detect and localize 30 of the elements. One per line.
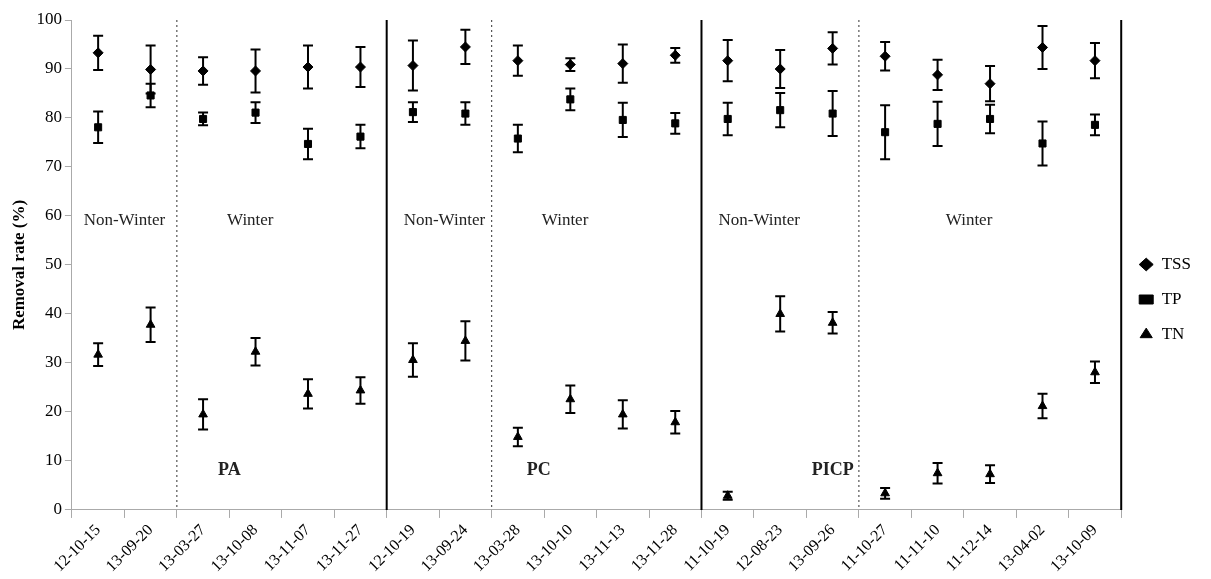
y-axis-title: Removal rate (%) bbox=[8, 199, 28, 331]
point bbox=[1038, 139, 1047, 148]
annotation: Non-Winter bbox=[83, 210, 166, 230]
point bbox=[461, 109, 470, 118]
legend-label: TSS bbox=[1161, 253, 1191, 273]
annotation: Non-Winter bbox=[718, 210, 801, 230]
annotation: Winter bbox=[541, 210, 589, 230]
y-tick-label: 20 bbox=[44, 401, 62, 421]
point bbox=[566, 95, 575, 104]
y-tick-label: 80 bbox=[44, 107, 62, 127]
point bbox=[251, 108, 260, 117]
y-tick-label: 90 bbox=[44, 58, 62, 78]
y-tick-label: 50 bbox=[44, 254, 62, 274]
point bbox=[356, 132, 365, 141]
annotation: Winter bbox=[945, 210, 993, 230]
y-tick-label: 0 bbox=[53, 499, 62, 519]
y-tick-label: 60 bbox=[44, 205, 62, 225]
annotation: PA bbox=[217, 459, 241, 480]
legend-label: TP bbox=[1161, 288, 1182, 308]
y-tick-label: 30 bbox=[44, 352, 62, 372]
annotation: PC bbox=[526, 459, 551, 480]
y-tick-label: 100 bbox=[36, 9, 62, 29]
point bbox=[828, 109, 837, 118]
y-tick-label: 10 bbox=[44, 450, 62, 470]
annotation: PICP bbox=[811, 459, 854, 480]
y-tick-label: 40 bbox=[44, 303, 62, 323]
legend-label: TN bbox=[1161, 323, 1185, 343]
annotation: Winter bbox=[227, 210, 274, 230]
y-tick-label: 70 bbox=[44, 156, 62, 176]
annotation: Non-Winter bbox=[403, 210, 486, 230]
